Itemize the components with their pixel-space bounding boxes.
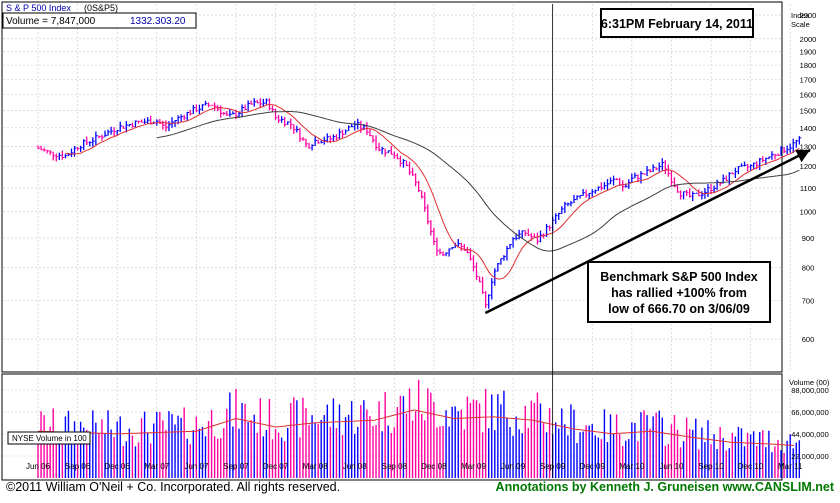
x-tick-label: Jun 07 <box>184 462 209 471</box>
axis-layer: Jun 06 Sep 06 Dec 06 Mar 07 Jun 07 Sep 07 Dec … <box>26 11 829 471</box>
volume-layer <box>37 379 801 478</box>
price-scale-title-1: Index <box>791 11 810 20</box>
volume-tick-label: 66,000,000 <box>791 408 829 417</box>
x-tick-label: Dec 07 <box>263 462 289 471</box>
x-tick-label: Sep 08 <box>382 462 408 471</box>
y-tick-label: 2200 <box>800 11 817 20</box>
x-tick-label: Dec 08 <box>421 462 447 471</box>
timestamp-box <box>600 8 754 38</box>
moving-average-layer <box>37 103 800 446</box>
x-tick-label: Dec 10 <box>738 462 764 471</box>
y-tick-label: 1200 <box>800 162 817 171</box>
index-name: S & P 500 Index <box>6 3 71 13</box>
x-tick-label: Mar 10 <box>619 462 644 471</box>
volume-label: Volume = 7,847,000 <box>6 16 96 27</box>
y-tick-label: 800 <box>802 263 815 272</box>
y-tick-label: 1800 <box>800 61 817 70</box>
annotation-line-2: has rallied +100% from <box>611 286 747 300</box>
x-tick-label: Jun 09 <box>501 462 526 471</box>
trendline <box>484 149 811 315</box>
overlay-layer <box>484 4 811 478</box>
y-tick-label: 1700 <box>800 75 817 84</box>
y-tick-label: 2000 <box>800 35 817 44</box>
x-tick-label: Sep 07 <box>223 462 249 471</box>
x-tick-label: Jun 10 <box>659 462 684 471</box>
y-tick-label: 1900 <box>800 48 817 57</box>
x-tick-label: Sep 06 <box>65 462 91 471</box>
x-tick-label: Jun 08 <box>343 462 368 471</box>
x-tick-label: Mar 07 <box>144 462 169 471</box>
moving-average-long <box>156 111 800 252</box>
x-tick-label: Mar 09 <box>461 462 486 471</box>
x-tick-label: Mar 11 <box>778 462 803 471</box>
y-tick-label: 1500 <box>800 107 817 116</box>
timestamp: 6:31PM February 14, 2011 <box>601 17 753 31</box>
volume-tick-label: 88,000,000 <box>791 386 829 395</box>
annotation-box: Benchmark S&P 500 Index has rallied +100… <box>587 261 771 323</box>
y-tick-label: 900 <box>802 234 815 243</box>
y-tick-label: 1100 <box>800 184 816 193</box>
last-price: 1332.30 <box>130 16 167 27</box>
annotation-line-3: low of 666.70 on 3/06/09 <box>608 302 750 316</box>
symbol-code: (0S&P5) <box>84 3 118 13</box>
trendline-arrowhead <box>795 149 810 163</box>
x-tick-label: Mar 08 <box>303 462 328 471</box>
y-tick-label: 600 <box>802 335 815 344</box>
x-tick-label: Dec 06 <box>104 462 130 471</box>
x-tick-label: Dec 09 <box>580 462 606 471</box>
volume-tick-label: 44,000,000 <box>791 430 829 439</box>
annotation-line-1: Benchmark S&P 500 Index <box>600 270 758 284</box>
price-change: 3.20 <box>166 16 186 27</box>
y-tick-label: 1400 <box>800 124 817 133</box>
y-tick-label: 1300 <box>800 142 817 151</box>
copyright-notice: ©2011 William O'Neil + Co. Incorporated.… <box>6 480 340 494</box>
price-scale-title-2: Scale <box>791 20 810 29</box>
volume-info-box <box>2 12 197 29</box>
volume-tick-label: 22,000,000 <box>791 452 829 461</box>
y-tick-label: 1600 <box>800 90 817 99</box>
x-tick-label: Sep 10 <box>698 462 724 471</box>
x-tick-label: Jun 06 <box>26 462 51 471</box>
volume-panel-label-box <box>7 431 91 445</box>
y-tick-label: 1000 <box>800 208 817 217</box>
moving-average-short <box>65 103 800 280</box>
annotations-credit: Annotations by Kenneth J. Gruneisen www.… <box>496 480 835 494</box>
volume-panel-label: NYSE Volume in 100 <box>12 434 87 443</box>
volume-average-line <box>37 409 795 446</box>
volume-scale-title: Volume (00) <box>789 378 830 387</box>
y-tick-label: 700 <box>802 297 815 306</box>
